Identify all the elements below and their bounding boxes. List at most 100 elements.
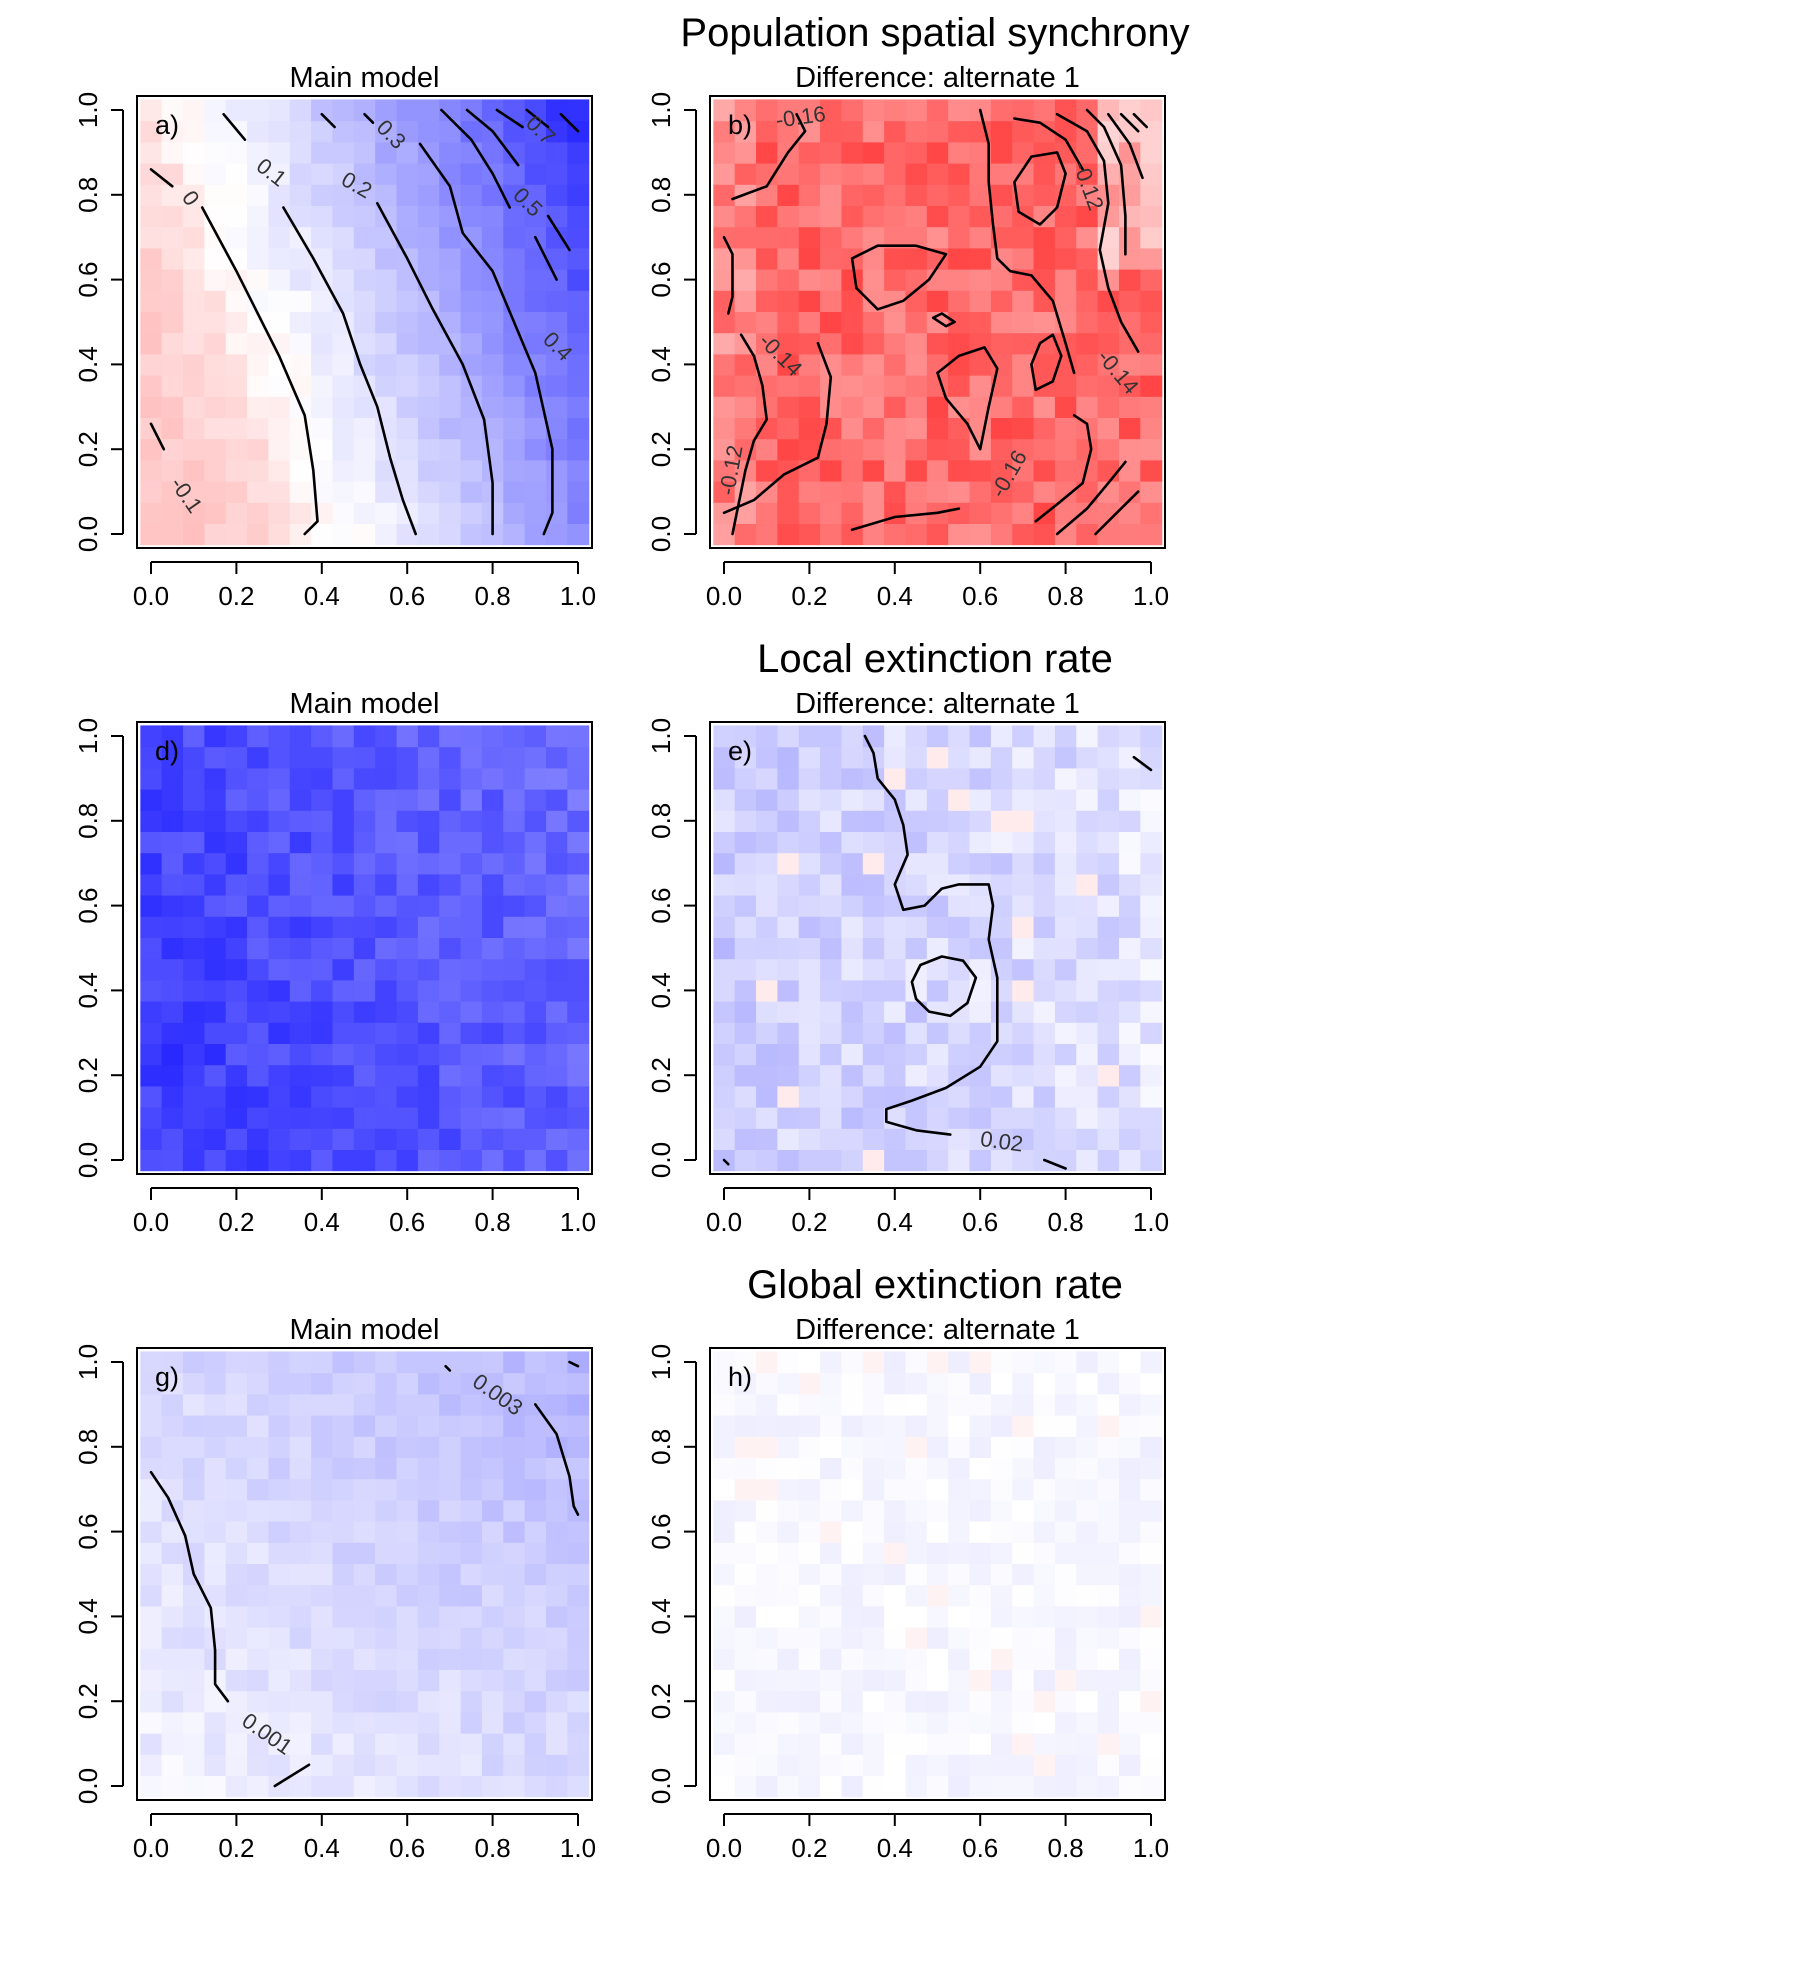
heatmap-cell (756, 205, 778, 228)
heatmap-cell (375, 810, 398, 832)
heatmap-cell (460, 1415, 483, 1437)
heatmap-cell (375, 1605, 398, 1628)
heatmap-cell (756, 1351, 778, 1374)
heatmap-cell (926, 1001, 949, 1023)
heatmap-cell (1012, 1478, 1035, 1501)
heatmap-cell (948, 332, 971, 355)
heatmap-cell (820, 459, 843, 482)
heatmap-cell (567, 205, 590, 228)
heatmap-cell (905, 290, 928, 312)
heatmap-cell (1076, 1372, 1099, 1395)
heatmap-cell (396, 1393, 419, 1416)
heatmap-cell (289, 810, 312, 832)
y-tick-label: 0.8 (73, 177, 103, 213)
heatmap-cell (1140, 184, 1163, 206)
heatmap-cell (734, 1584, 757, 1607)
heatmap-cell (439, 353, 462, 376)
heatmap-cell (841, 979, 864, 1002)
heatmap-cell (353, 269, 376, 291)
heatmap-cell (798, 502, 821, 524)
heatmap-cell (396, 269, 419, 291)
heatmap-cell (353, 1563, 376, 1586)
heatmap-cell (567, 1690, 590, 1713)
heatmap-cell (460, 1351, 483, 1374)
heatmap-cell (841, 438, 864, 461)
heatmap-cell (734, 163, 757, 185)
heatmap-cell (820, 396, 843, 418)
heatmap-cell (332, 459, 355, 482)
heatmap-cell (905, 831, 928, 854)
heatmap-cell (1140, 1351, 1163, 1374)
heatmap-cell (820, 1043, 843, 1066)
heatmap-cell (1076, 1001, 1099, 1023)
y-axis: 0.00.20.40.60.81.0 (73, 92, 124, 552)
heatmap-cell (311, 1436, 334, 1458)
heatmap-cell (756, 810, 778, 832)
heatmap-cell (567, 1372, 590, 1395)
heatmap-cell (460, 481, 483, 503)
heatmap-cell (289, 438, 312, 461)
heatmap-cell (1076, 810, 1099, 832)
heatmap-cell (481, 1605, 504, 1628)
heatmap-cell (884, 1499, 907, 1522)
heatmap-cell (353, 396, 376, 418)
heatmap-cell (1012, 1128, 1035, 1150)
x-tick-label: 0.0 (706, 1207, 742, 1237)
heatmap-cell (311, 852, 334, 875)
heatmap-cell (862, 120, 885, 143)
heatmap-cell (1033, 247, 1056, 270)
heatmap-cell (268, 141, 291, 164)
heatmap-cell (1140, 1149, 1163, 1172)
heatmap-cell (567, 1064, 590, 1087)
heatmap-cell (969, 311, 992, 334)
heatmap-cell (332, 937, 355, 960)
heatmap-cell (332, 1775, 355, 1798)
heatmap-cell (734, 1542, 757, 1564)
heatmap-cell (841, 120, 864, 143)
heatmap-cell (503, 353, 526, 376)
heatmap-cell (439, 1107, 462, 1129)
heatmap-cell (1097, 1022, 1120, 1044)
heatmap-cell (713, 481, 736, 503)
heatmap-cell (396, 1085, 419, 1108)
heatmap-cell (503, 1351, 526, 1374)
heatmap-cell (1140, 523, 1163, 546)
heatmap-cell (756, 353, 778, 376)
heatmap-cell (820, 1605, 843, 1628)
heatmap-cell (948, 725, 971, 748)
heatmap-cell (820, 1436, 843, 1458)
heatmap-cell (140, 120, 163, 143)
heatmap-cell (841, 205, 864, 228)
heatmap-cell (1033, 1022, 1056, 1044)
heatmap-cell (1118, 1107, 1141, 1129)
heatmap-cell (926, 958, 949, 981)
heatmap-cell (140, 1043, 163, 1066)
heatmap-cell (1054, 725, 1077, 748)
heatmap-cell (969, 1478, 992, 1501)
heatmap-cell (289, 1478, 312, 1501)
heatmap-cell (183, 1436, 205, 1458)
heatmap-cell (460, 247, 483, 270)
heatmap-cell (926, 163, 949, 185)
heatmap-cell (1140, 1436, 1163, 1458)
heatmap-cell (183, 1627, 205, 1649)
heatmap-cell (1140, 1542, 1163, 1564)
heatmap-cell (1097, 353, 1120, 376)
heatmap-cell (503, 247, 526, 270)
heatmap-cell (140, 895, 163, 917)
heatmap-cell (439, 1149, 462, 1172)
heatmap-cell (524, 1457, 547, 1480)
heatmap-cell (1054, 1436, 1077, 1458)
heatmap-cell (460, 979, 483, 1002)
heatmap-cell (1097, 523, 1120, 546)
heatmap-cell (225, 1584, 248, 1607)
heatmap-cell (396, 958, 419, 981)
heatmap-cell (777, 725, 800, 748)
heatmap-cell (353, 1733, 376, 1755)
heatmap-cell (1140, 99, 1163, 122)
heatmap-cell (969, 1754, 992, 1776)
heatmap-cell (289, 979, 312, 1002)
heatmap-cell (161, 1669, 184, 1692)
heatmap-cell (332, 895, 355, 917)
heatmap-cell (460, 1605, 483, 1628)
